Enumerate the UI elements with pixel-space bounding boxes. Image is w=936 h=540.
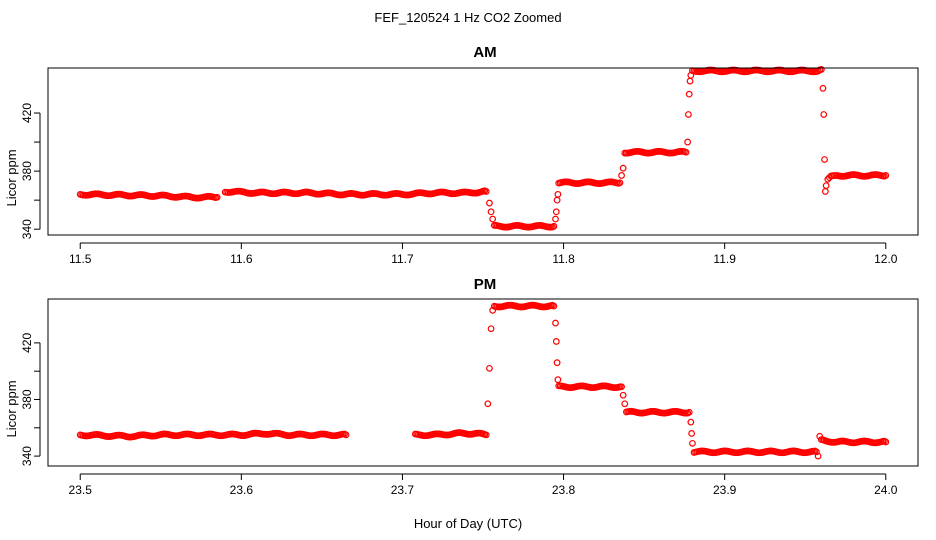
panel-pm: PM 23.5 23.6 23.7 23.8 23.9 24.0 340 380 420 Li…: [4, 276, 919, 497]
panel-pm-ylabel: Licor ppm: [4, 380, 19, 437]
panel-pm-title: PM: [474, 276, 497, 293]
data-point: [621, 400, 629, 408]
x-tick-label: 23.5: [69, 483, 93, 497]
data-point: [813, 448, 820, 456]
data-point: [822, 182, 830, 190]
data-point: [550, 302, 558, 310]
data-point: [682, 148, 690, 156]
data-point: [821, 188, 829, 195]
x-tick-label: 23.8: [552, 483, 576, 497]
data-point: [486, 199, 493, 207]
data-point: [553, 196, 561, 204]
data-point: [685, 111, 692, 118]
data-point: [817, 66, 825, 73]
panel-pm-x-axis: 23.5 23.6 23.7 23.8 23.9 24.0: [69, 473, 898, 497]
data-point: [820, 111, 828, 118]
data-point: [619, 391, 627, 399]
panel-am-y-axis: 340 380 420: [20, 103, 41, 239]
data-point: [552, 319, 559, 327]
x-tick-label: 11.7: [391, 252, 414, 266]
x-tick-label: 23.7: [391, 483, 415, 497]
panel-am-title: AM: [473, 44, 496, 61]
x-tick-label: 23.6: [230, 483, 254, 497]
data-point: [552, 208, 560, 216]
x-tick-label: 11.5: [69, 252, 92, 266]
data-point: [819, 84, 827, 92]
data-point: [553, 359, 561, 367]
panel-pm-frame: [47, 298, 919, 467]
data-point: [882, 438, 890, 446]
panel-am-x-axis: 11.5 11.6 11.7 11.8 11.9 12.0: [69, 242, 898, 266]
data-point: [550, 222, 558, 230]
y-tick-label: 380: [20, 389, 34, 409]
x-tick-label: 24.0: [874, 483, 898, 497]
data-point: [689, 439, 696, 447]
panel-am-points: [76, 66, 890, 231]
data-point: [686, 77, 694, 85]
data-point: [684, 138, 692, 146]
x-tick-label: 11.8: [552, 252, 575, 266]
panel-am-ylabel: Licor ppm: [4, 149, 19, 206]
y-tick-label: 380: [20, 161, 34, 181]
data-point: [821, 156, 828, 163]
y-tick-label: 420: [20, 103, 34, 123]
data-point: [552, 338, 560, 345]
data-point: [487, 325, 495, 333]
data-point: [213, 193, 221, 201]
data-point: [688, 430, 696, 437]
x-tick-label: 11.6: [230, 252, 253, 266]
data-point: [685, 90, 693, 98]
panel-pm-y-axis: 340 380 420: [20, 333, 41, 466]
data-point: [342, 431, 350, 439]
data-point: [486, 364, 493, 372]
panel-am-frame: [47, 67, 919, 236]
data-point: [618, 172, 625, 179]
y-tick-label: 340: [20, 446, 34, 466]
panel-pm-points: [76, 301, 890, 460]
x-tick-label: 11.9: [713, 252, 736, 266]
data-point: [552, 215, 559, 223]
y-tick-label: 340: [20, 219, 34, 239]
figure-title: FEF_120524 1 Hz CO2 Zoomed: [374, 10, 561, 25]
data-point: [482, 188, 490, 195]
data-point: [616, 179, 624, 187]
data-point: [882, 172, 890, 179]
data-point: [554, 376, 562, 384]
x-tick-label: 12.0: [874, 252, 898, 266]
data-point: [814, 452, 822, 460]
data-point: [619, 164, 627, 172]
data-point: [685, 408, 693, 416]
panel-am: AM 11.5 11.6 11.7 11.8 11.9 12.0 340 380 420 Li…: [4, 44, 919, 266]
data-point: [618, 383, 625, 391]
data-point: [554, 190, 562, 198]
data-point: [482, 431, 490, 439]
data-point: [487, 208, 495, 216]
data-point: [484, 400, 492, 408]
data-point: [687, 418, 695, 426]
x-tick-label: 23.9: [713, 483, 737, 497]
y-tick-label: 420: [20, 333, 34, 353]
data-point: [489, 215, 497, 223]
x-axis-label: Hour of Day (UTC): [414, 516, 522, 531]
